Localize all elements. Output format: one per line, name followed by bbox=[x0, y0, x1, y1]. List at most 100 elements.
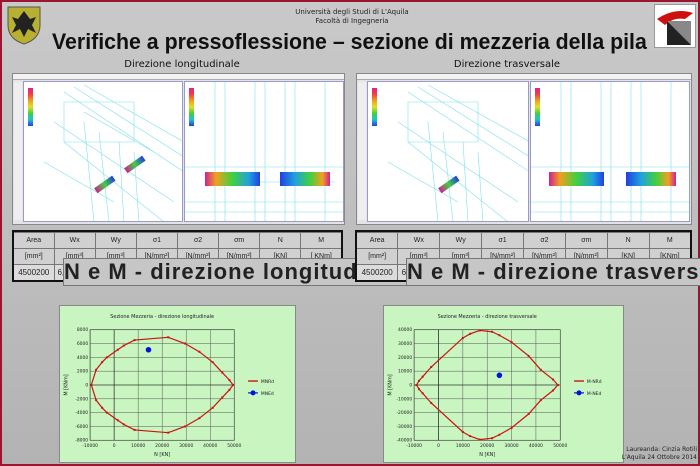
table-header-cell: σ2 bbox=[523, 232, 566, 249]
table-header-cell: Area bbox=[355, 232, 399, 249]
table-header-cell: σ2 bbox=[176, 232, 220, 249]
table-header-cell: σ1 bbox=[135, 232, 179, 249]
legend-swatch-mned bbox=[576, 390, 582, 396]
stress-color-legend bbox=[28, 88, 33, 126]
stress-color-legend bbox=[189, 88, 194, 126]
legend-label-mned: MNEd bbox=[261, 391, 274, 397]
table-header-cell: σ1 bbox=[481, 232, 524, 249]
y-tick-label: -40000 bbox=[396, 438, 412, 444]
fem-screenshot-longitudinal bbox=[12, 73, 345, 225]
y-tick-label: 40000 bbox=[398, 327, 412, 333]
wireframe-model bbox=[185, 82, 343, 221]
data-point-mnrd bbox=[228, 379, 231, 382]
data-point-mnrd bbox=[133, 339, 136, 342]
table-value-cell: 4500200 bbox=[355, 264, 399, 281]
data-point-mnrd bbox=[221, 396, 224, 399]
data-point-mned bbox=[496, 372, 503, 379]
data-point-mnrd bbox=[551, 389, 554, 392]
place-date: L'Aquila 24 Ottobre 2014 bbox=[621, 454, 697, 461]
table-transversal: N e M - direzione trasversaleAreaWxWyσ1σ… bbox=[355, 230, 700, 286]
data-point-mnrd bbox=[527, 354, 530, 357]
data-point-mnrd bbox=[478, 329, 481, 332]
data-point-mnrd bbox=[461, 430, 464, 433]
y-tick-label: 2000 bbox=[77, 369, 88, 375]
y-tick-label: -30000 bbox=[396, 424, 412, 430]
y-tick-label: -8000 bbox=[75, 438, 88, 444]
data-point-mnrd bbox=[198, 350, 201, 353]
y-tick-label: 30000 bbox=[398, 341, 412, 347]
data-point-mnrd bbox=[539, 368, 542, 371]
data-point-mnrd bbox=[418, 379, 421, 382]
faculty-name: Facoltà di Ingegneria bbox=[315, 17, 389, 25]
table-header-cell: σm bbox=[564, 232, 608, 249]
table-header-cell: M bbox=[300, 232, 343, 249]
table-header-cell: M bbox=[648, 232, 692, 249]
subtitle-transversal: Direzione trasversale bbox=[453, 59, 561, 70]
university-name: Università degli Studi di L'Aquila bbox=[295, 8, 409, 16]
y-tick-label: 8000 bbox=[77, 327, 88, 333]
data-point-mnrd bbox=[167, 431, 170, 434]
data-point-mnrd bbox=[221, 371, 224, 374]
model-view-3d bbox=[23, 81, 183, 222]
model-view-section bbox=[530, 81, 690, 222]
y-tick-label: 6000 bbox=[77, 341, 88, 347]
y-tick-label: 0 bbox=[85, 382, 88, 388]
data-point-mnrd bbox=[133, 428, 136, 431]
data-point-mnrd bbox=[101, 361, 104, 364]
data-point-mnrd bbox=[167, 336, 170, 339]
x-tick-label: 40000 bbox=[529, 443, 543, 449]
y-tick-label: 4000 bbox=[77, 355, 88, 361]
subtitle-longitudinal: Direzione longitudinale bbox=[124, 59, 240, 70]
wireframe-model bbox=[43, 84, 182, 221]
y-tick-label: -6000 bbox=[75, 424, 88, 430]
y-tick-label: -10000 bbox=[396, 396, 412, 402]
data-point-mnrd bbox=[95, 399, 98, 402]
data-point-mnrd bbox=[551, 378, 554, 381]
chart-title: Sezione Mezzeria - direzione longitudina… bbox=[110, 314, 214, 320]
table-value-cell: 4500200 bbox=[12, 264, 55, 281]
tool-palette bbox=[14, 82, 22, 220]
data-point-mnrd bbox=[498, 433, 501, 436]
y-tick-label: 20000 bbox=[398, 355, 412, 361]
table-longitudinal: N e M - direzione longitudinale Area Wx Wy σ… bbox=[12, 230, 414, 286]
data-point-mnrd bbox=[491, 330, 494, 333]
legend-label-mned: M-NEd bbox=[587, 391, 602, 397]
model-view-3d bbox=[367, 81, 529, 222]
data-point-mnrd bbox=[122, 344, 125, 347]
chart-title: Sezione Mezzeria - direzione trasversale bbox=[438, 314, 537, 320]
y-axis-label: M [KNm] bbox=[387, 374, 393, 395]
data-point-mnrd bbox=[461, 337, 464, 339]
data-point-mnrd bbox=[491, 437, 494, 440]
data-point-mnrd bbox=[90, 384, 93, 386]
table-header-cell: N bbox=[259, 232, 302, 249]
stress-color-legend bbox=[372, 88, 377, 126]
data-point-mnrd bbox=[95, 368, 98, 371]
data-point-mned bbox=[145, 346, 152, 353]
table-header-row: Area Wx Wy σ1 σ2 σm N M bbox=[355, 232, 692, 249]
data-point-mnrd bbox=[116, 419, 119, 422]
data-point-mnrd bbox=[415, 384, 418, 386]
table-title: N e M - direzione trasversale bbox=[405, 258, 700, 286]
data-point-mnrd bbox=[105, 356, 108, 359]
faculty-logo bbox=[654, 4, 696, 48]
author: Laureanda: Cinzia Rotili bbox=[626, 446, 697, 453]
view-toolbar bbox=[13, 74, 344, 80]
data-point-mnrd bbox=[469, 332, 472, 335]
data-point-mnrd bbox=[116, 348, 119, 351]
x-tick-label: 10000 bbox=[456, 443, 470, 449]
data-point-mnrd bbox=[122, 423, 125, 426]
table-header-row: Area Wx Wy σ1 σ2 σm N M bbox=[12, 232, 343, 249]
data-point-mnrd bbox=[228, 388, 231, 391]
x-tick-label: -10000 bbox=[406, 443, 422, 449]
university-crest-logo bbox=[7, 6, 41, 45]
wireframe-model bbox=[531, 82, 689, 221]
table-header-cell: Wy bbox=[439, 232, 483, 249]
data-point-mnrd bbox=[198, 417, 201, 420]
x-tick-label: 30000 bbox=[179, 443, 193, 449]
data-point-mnrd bbox=[418, 388, 421, 391]
y-tick-label: 0 bbox=[409, 382, 412, 388]
stress-color-legend bbox=[535, 88, 540, 126]
table-header-cell: Wx bbox=[397, 232, 441, 249]
x-tick-label: 30000 bbox=[505, 443, 519, 449]
